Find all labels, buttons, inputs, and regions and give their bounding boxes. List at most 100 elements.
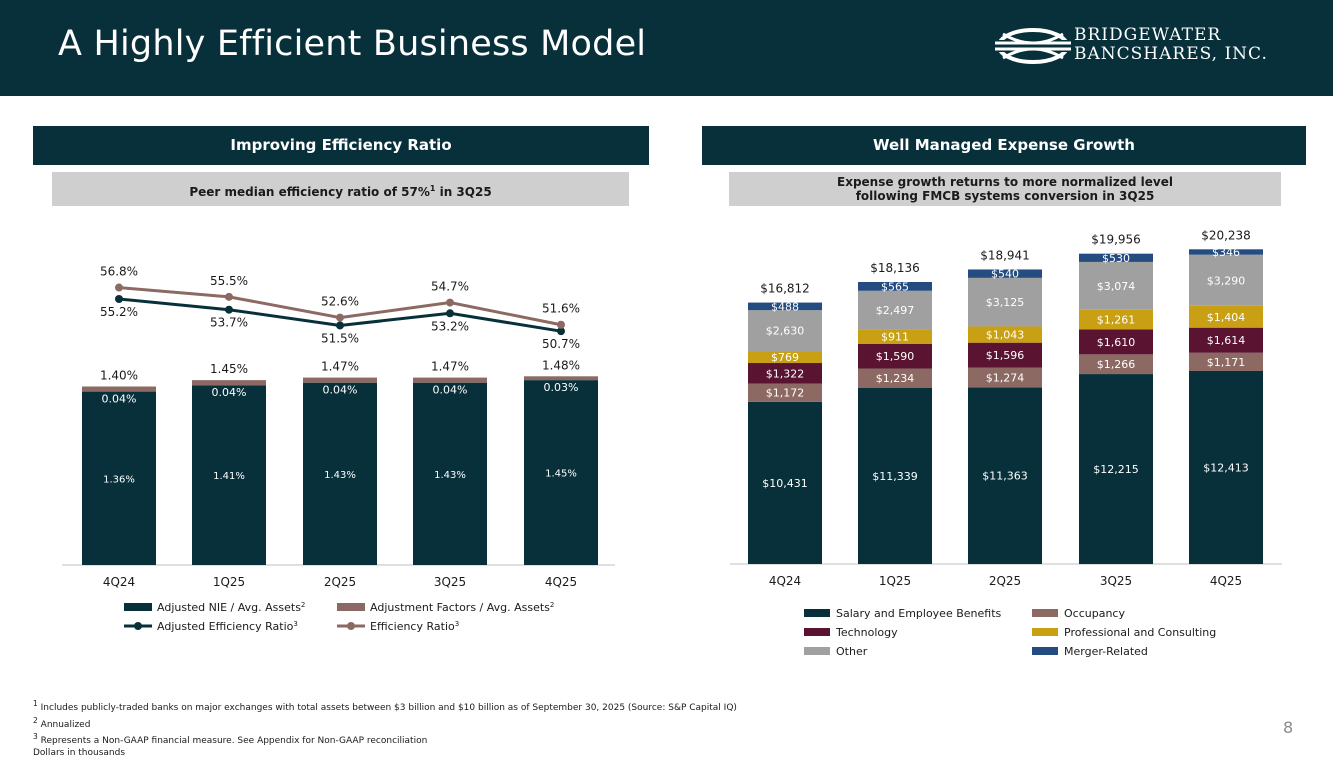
- data-label: $1,172: [766, 387, 805, 400]
- bar-segment-adjustment-factors-avg-assets-4q24: [82, 387, 156, 392]
- data-label: $1,266: [1097, 358, 1136, 371]
- bar-segment-adjustment-factors-avg-assets-4q25: [524, 376, 598, 380]
- legend-label: Professional and Consulting: [1064, 626, 1216, 639]
- legend-swatch: [1032, 609, 1058, 617]
- total-label: $18,136: [870, 261, 920, 275]
- data-label: $1,404: [1207, 311, 1246, 324]
- data-label: 1.41%: [213, 471, 245, 482]
- line-point: [336, 314, 344, 322]
- data-label: 0.04%: [323, 384, 358, 397]
- line-point: [336, 321, 344, 329]
- data-label: $1,610: [1097, 336, 1136, 349]
- legend-swatch: [1032, 628, 1058, 636]
- data-label: $12,413: [1203, 461, 1249, 474]
- line-label: 50.7%: [542, 337, 580, 351]
- legend-swatch: [1032, 647, 1058, 655]
- line-label: 52.6%: [321, 295, 359, 309]
- line-point: [225, 306, 233, 314]
- data-label: $911: [881, 331, 909, 344]
- data-label: $1,261: [1097, 314, 1136, 327]
- x-tick-label: 2Q25: [989, 574, 1021, 588]
- x-tick-label: 4Q25: [545, 575, 577, 589]
- line-label: 53.2%: [431, 319, 469, 333]
- total-label: 1.47%: [431, 360, 469, 374]
- page-number: 8: [1283, 718, 1293, 737]
- data-label: $346: [1212, 246, 1240, 259]
- data-label: $530: [1102, 252, 1130, 265]
- data-label: $1,274: [986, 371, 1025, 384]
- data-label: $540: [991, 268, 1019, 281]
- line-point: [115, 295, 123, 303]
- footnote-4: Dollars in thousands: [33, 748, 737, 759]
- line-label: 55.2%: [100, 305, 138, 319]
- legend-label: Efficiency Ratio3: [370, 620, 459, 633]
- data-label: $10,431: [762, 477, 808, 490]
- legend-label: Adjustment Factors / Avg. Assets2: [370, 601, 554, 614]
- line-point: [557, 321, 565, 329]
- data-label: $11,339: [872, 470, 918, 483]
- data-label: $2,630: [766, 325, 805, 338]
- data-label: 1.36%: [103, 474, 135, 485]
- x-tick-label: 4Q24: [103, 575, 135, 589]
- line-label: 54.7%: [431, 280, 469, 294]
- data-label: 0.04%: [102, 393, 137, 406]
- data-label: $2,497: [876, 304, 915, 317]
- x-tick-label: 4Q25: [1210, 574, 1242, 588]
- data-label: $1,171: [1207, 356, 1246, 369]
- x-tick-label: 1Q25: [213, 575, 245, 589]
- legend-swatch-point: [347, 622, 355, 630]
- total-label: $18,941: [980, 248, 1030, 262]
- legend-swatch: [337, 603, 365, 611]
- line-label: 51.5%: [321, 331, 359, 345]
- bar-segment-adjustment-factors-avg-assets-1q25: [192, 380, 266, 385]
- legend-label: Occupancy: [1064, 607, 1125, 620]
- total-label: 1.47%: [321, 360, 359, 374]
- data-label: 0.04%: [433, 384, 468, 397]
- legend-label: Adjusted Efficiency Ratio3: [157, 620, 298, 633]
- legend-label: Adjusted NIE / Avg. Assets2: [157, 601, 305, 614]
- legend-label: Merger-Related: [1064, 645, 1148, 658]
- footnote-2: 2 Annualized: [33, 715, 737, 732]
- data-label: $3,074: [1097, 280, 1136, 293]
- legend-swatch: [804, 647, 830, 655]
- legend-swatch-point: [134, 622, 142, 630]
- footnote-1: 1 Includes publicly-traded banks on majo…: [33, 698, 737, 715]
- line-point: [446, 299, 454, 307]
- data-label: $1,596: [986, 349, 1025, 362]
- bar-segment-adjustment-factors-avg-assets-3q25: [413, 378, 487, 383]
- legend-swatch: [804, 609, 830, 617]
- x-tick-label: 4Q24: [769, 574, 801, 588]
- data-label: $769: [771, 351, 799, 364]
- footnotes: 1 Includes publicly-traded banks on majo…: [33, 698, 737, 759]
- legend-swatch: [804, 628, 830, 636]
- data-label: $12,215: [1093, 463, 1139, 476]
- total-label: $19,956: [1091, 233, 1141, 247]
- line-label: 51.6%: [542, 302, 580, 316]
- data-label: 0.03%: [544, 381, 579, 394]
- data-label: 1.45%: [545, 469, 577, 480]
- total-label: 1.45%: [210, 362, 248, 376]
- data-label: 1.43%: [324, 470, 356, 481]
- line-label: 53.7%: [210, 316, 248, 330]
- line-point: [446, 309, 454, 317]
- data-label: $1,234: [876, 372, 915, 385]
- data-label: 1.43%: [434, 470, 466, 481]
- legend-swatch: [124, 603, 152, 611]
- total-label: 1.40%: [100, 369, 138, 383]
- total-label: 1.48%: [542, 358, 580, 372]
- line-label: 55.5%: [210, 274, 248, 288]
- x-tick-label: 2Q25: [324, 575, 356, 589]
- legend-label: Salary and Employee Benefits: [836, 607, 1002, 620]
- data-label: $1,590: [876, 350, 915, 363]
- data-label: $11,363: [982, 470, 1028, 483]
- x-tick-label: 1Q25: [879, 574, 911, 588]
- footnote-3: 3 Represents a Non-GAAP financial measur…: [33, 731, 737, 748]
- data-label: $565: [881, 280, 909, 293]
- line-label: 56.8%: [100, 265, 138, 279]
- data-label: $3,125: [986, 296, 1025, 309]
- line-point: [115, 284, 123, 292]
- bar-segment-adjustment-factors-avg-assets-2q25: [303, 378, 377, 383]
- x-tick-label: 3Q25: [1100, 574, 1132, 588]
- total-label: $16,812: [760, 282, 810, 296]
